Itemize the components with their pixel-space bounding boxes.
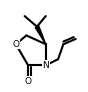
Polygon shape <box>35 26 46 44</box>
Text: O: O <box>25 77 32 86</box>
Text: N: N <box>42 61 49 70</box>
Text: O: O <box>12 40 19 49</box>
